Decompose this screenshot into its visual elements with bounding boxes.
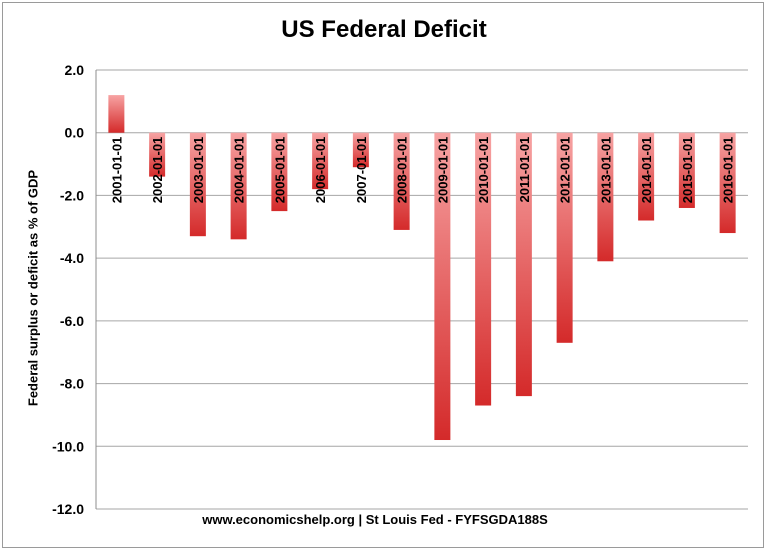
bar-2013-01-01 [597, 132, 614, 262]
category-label: 2009-01-01 [435, 137, 450, 204]
category-label: 2016-01-01 [721, 137, 736, 204]
category-label: 2006-01-01 [313, 137, 328, 204]
y-tick-label: -4.0 [60, 250, 84, 266]
bar-2006-01-01 [312, 132, 329, 190]
chart-title: US Federal Deficit [281, 16, 487, 43]
bar-2001-01-01 [108, 95, 125, 133]
y-tick-label: 2.0 [65, 62, 85, 78]
y-tick-label: -10.0 [52, 438, 84, 454]
y-tick-label: -6.0 [60, 313, 84, 329]
bar-2007-01-01 [352, 132, 369, 168]
source-note: www.economicshelp.org | St Louis Fed - F… [202, 512, 548, 527]
bar-2004-01-01 [230, 132, 247, 240]
bar-2002-01-01 [149, 132, 166, 177]
category-label: 2011-01-01 [517, 137, 532, 203]
category-label: 2004-01-01 [232, 137, 247, 204]
bar-2016-01-01 [719, 132, 736, 234]
bar-2014-01-01 [638, 132, 655, 221]
category-label: 2010-01-01 [476, 137, 491, 204]
category-label: 2002-01-01 [150, 137, 165, 204]
category-label: 2001-01-01 [109, 137, 124, 204]
bar-2012-01-01 [556, 132, 573, 343]
category-label: 2015-01-01 [680, 137, 695, 204]
bar-2015-01-01 [678, 132, 695, 208]
category-label: 2013-01-01 [598, 137, 613, 204]
bar-2009-01-01 [434, 132, 451, 441]
bar-2010-01-01 [475, 132, 492, 406]
y-tick-label: -12.0 [52, 501, 84, 517]
y-tick-label: -2.0 [60, 187, 84, 203]
bar-2011-01-01 [515, 132, 532, 397]
category-label: 2014-01-01 [639, 137, 654, 204]
category-label: 2008-01-01 [395, 137, 410, 204]
bar-2005-01-01 [271, 132, 288, 212]
y-tick-label: -8.0 [60, 376, 84, 392]
bar-2003-01-01 [189, 132, 206, 237]
category-label: 2005-01-01 [272, 137, 287, 204]
bar-2008-01-01 [393, 132, 410, 230]
y-tick-label: 0.0 [65, 125, 85, 141]
category-label: 2012-01-01 [558, 137, 573, 204]
category-label: 2003-01-01 [191, 137, 206, 204]
category-label: 2007-01-01 [354, 137, 369, 204]
